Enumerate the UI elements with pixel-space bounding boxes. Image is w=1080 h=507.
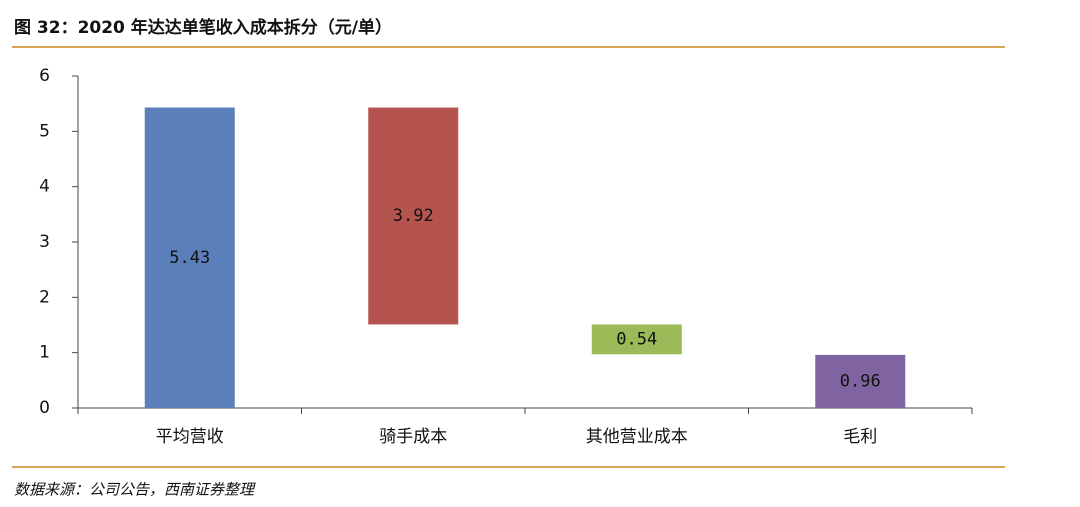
x-tick-label: 毛利: [843, 427, 877, 447]
value-label: 5.43: [169, 248, 210, 268]
y-tick-label: 6: [39, 66, 50, 86]
chart-title: 图 32：2020 年达达单笔收入成本拆分（元/单）: [14, 17, 392, 38]
source-note: 数据来源：公司公告，西南证券整理: [14, 481, 256, 499]
bar: [144, 107, 235, 408]
x-tick-label: 骑手成本: [379, 427, 447, 447]
y-tick-label: 2: [39, 287, 50, 307]
y-tick-label: 4: [39, 177, 50, 197]
y-tick-label: 3: [39, 232, 50, 252]
bar: [815, 354, 906, 408]
x-tick-label: 其他营业成本: [586, 427, 688, 447]
bar: [591, 324, 682, 355]
value-label: 0.54: [616, 329, 657, 349]
y-tick-label: 1: [39, 343, 50, 363]
x-tick-label: 平均营收: [156, 427, 224, 447]
y-tick-label: 5: [39, 121, 50, 141]
y-tick-label: 0: [39, 398, 50, 418]
value-label: 3.92: [393, 206, 434, 226]
bar: [368, 107, 459, 325]
value-label: 0.96: [840, 371, 881, 391]
